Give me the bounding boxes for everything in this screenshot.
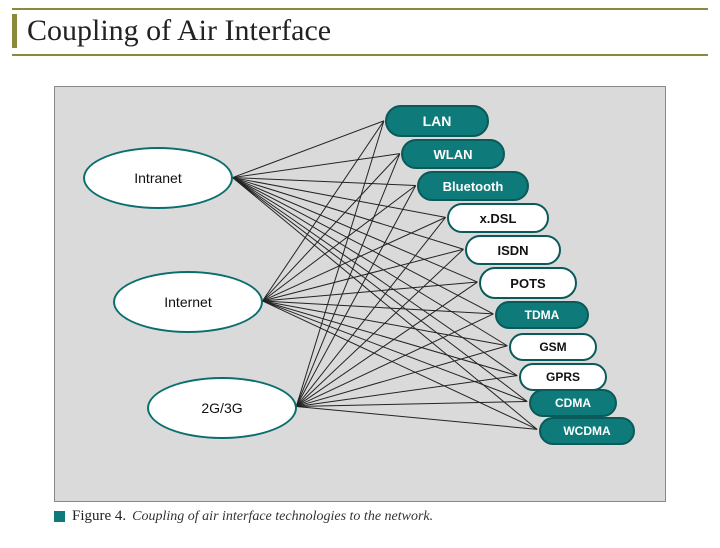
diagram-panel: Intranet Internet 2G/3G LAN WLAN Bluetooth x.D… bbox=[54, 86, 666, 502]
right-node-wlan: WLAN bbox=[401, 139, 505, 169]
network-edge bbox=[296, 406, 537, 429]
right-node-isdn: ISDN bbox=[465, 235, 561, 265]
title-bar: Coupling of Air Interface bbox=[12, 8, 708, 56]
right-node-cdma: CDMA bbox=[529, 389, 617, 417]
node-label: GPRS bbox=[546, 370, 580, 384]
left-node-intranet: Intranet bbox=[83, 147, 233, 209]
network-edge bbox=[296, 121, 384, 407]
caption-bullet-icon bbox=[54, 511, 65, 522]
figure-caption: Figure 4. Coupling of air interface tech… bbox=[54, 508, 433, 525]
node-label: Internet bbox=[164, 294, 211, 310]
node-label: x.DSL bbox=[480, 211, 517, 226]
caption-label: Figure 4. bbox=[72, 508, 126, 525]
network-edge bbox=[262, 301, 517, 376]
network-edge bbox=[262, 282, 477, 301]
title-accent: Coupling of Air Interface bbox=[12, 14, 708, 48]
node-label: Bluetooth bbox=[443, 179, 504, 194]
right-node-tdma: TDMA bbox=[495, 301, 589, 329]
network-edge bbox=[233, 154, 400, 178]
node-label: TDMA bbox=[525, 308, 560, 322]
network-edge bbox=[296, 217, 445, 406]
network-edge bbox=[296, 401, 527, 406]
node-label: LAN bbox=[423, 113, 452, 129]
node-label: GSM bbox=[539, 340, 566, 354]
node-label: WLAN bbox=[434, 147, 473, 162]
network-edge bbox=[233, 121, 384, 178]
network-edge bbox=[296, 154, 400, 407]
left-node-g2g3: 2G/3G bbox=[147, 377, 297, 439]
node-label: POTS bbox=[510, 276, 545, 291]
right-node-lan: LAN bbox=[385, 105, 489, 137]
node-label: ISDN bbox=[497, 243, 528, 258]
right-node-gprs: GPRS bbox=[519, 363, 607, 391]
left-node-internet: Internet bbox=[113, 271, 263, 333]
right-node-pots: POTS bbox=[479, 267, 577, 299]
node-label: WCDMA bbox=[563, 424, 610, 438]
node-label: 2G/3G bbox=[201, 400, 242, 416]
network-edge bbox=[262, 154, 399, 301]
right-node-xdsl: x.DSL bbox=[447, 203, 549, 233]
right-node-gsm: GSM bbox=[509, 333, 597, 361]
right-node-bluetooth: Bluetooth bbox=[417, 171, 529, 201]
node-label: CDMA bbox=[555, 396, 591, 410]
caption-text: Coupling of air interface technologies t… bbox=[132, 509, 433, 525]
node-label: Intranet bbox=[134, 170, 181, 186]
network-edge bbox=[296, 282, 477, 406]
page-title: Coupling of Air Interface bbox=[27, 14, 708, 48]
right-node-wcdma: WCDMA bbox=[539, 417, 635, 445]
